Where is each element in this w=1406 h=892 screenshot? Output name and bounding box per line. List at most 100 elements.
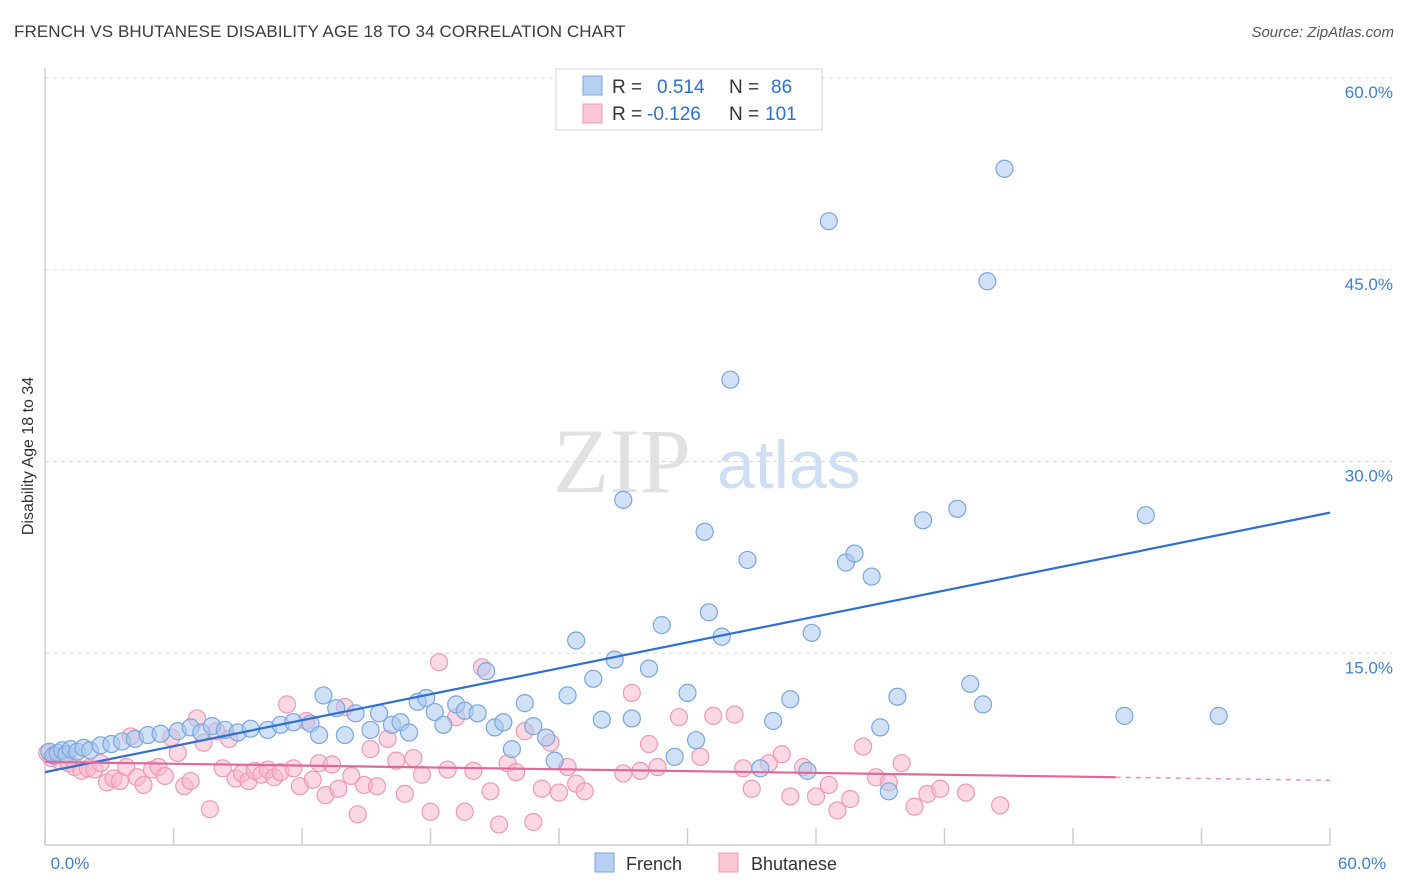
french-point	[502, 740, 521, 759]
french-point	[764, 711, 783, 731]
x-tick-label-max: 60.0%	[1338, 854, 1386, 873]
bhutanese-point	[367, 777, 387, 796]
french-point	[888, 687, 907, 706]
bhutanese-point	[575, 782, 594, 801]
y-axis-title: Disability Age 18 to 34	[20, 377, 37, 535]
bhutanese-point	[622, 683, 641, 702]
french-point	[545, 751, 564, 770]
french-point	[314, 686, 333, 705]
french-point	[978, 272, 997, 291]
bhutanese-point	[742, 779, 761, 798]
french-point	[399, 723, 419, 742]
bhutanese-legend-swatch	[582, 103, 603, 124]
french-point	[819, 212, 838, 231]
french-point	[751, 759, 770, 778]
bhutanese-point	[361, 740, 380, 759]
french-point	[310, 725, 329, 745]
y-tick-labels: 15.0% 30.0% 45.0% 60.0%	[1345, 83, 1393, 677]
bhutanese-point	[277, 695, 297, 714]
bhutanese-point	[507, 763, 526, 782]
french-point	[335, 725, 354, 745]
bhutanese-point	[155, 766, 175, 786]
french-point	[699, 603, 719, 622]
bhutanese-point	[691, 747, 710, 766]
bhutanese-point	[455, 802, 474, 821]
french-point	[913, 511, 933, 530]
french-point	[802, 623, 821, 642]
bhutanese-point	[704, 706, 723, 725]
french-point	[468, 704, 487, 723]
bhutanese-point	[329, 779, 348, 798]
french-point	[845, 544, 864, 563]
french-point	[515, 694, 534, 713]
bhutanese-point	[342, 766, 361, 786]
bhutanese-point	[725, 705, 744, 724]
french-point	[425, 702, 444, 722]
y-tick-label: 30.0%	[1345, 467, 1393, 486]
french-legend-swatch	[582, 75, 603, 96]
bhutanese-point	[421, 802, 440, 821]
bhutanese-point	[841, 789, 860, 809]
french-point	[1136, 506, 1155, 525]
bhutanese-point	[322, 755, 342, 774]
french-point	[361, 720, 380, 740]
y-tick-label: 45.0%	[1345, 275, 1393, 294]
bhutanese-r-value: -0.126	[647, 104, 701, 125]
french-point	[151, 724, 170, 743]
french-point	[995, 159, 1014, 178]
bhutanese-point	[429, 653, 449, 672]
bhutanese-point	[284, 759, 303, 778]
french-point	[695, 522, 714, 541]
bhutanese-point	[412, 765, 432, 784]
french-point	[494, 713, 513, 732]
french-point	[524, 717, 543, 736]
stats-legend: R = 0.514 N = 86 R = -0.126 N = 101	[555, 68, 823, 131]
french-point	[592, 710, 611, 729]
bhutanese-point	[931, 779, 950, 798]
bhutanese-point	[772, 745, 791, 764]
bhutanese-point	[524, 812, 543, 832]
trend-lines	[44, 511, 1331, 782]
bhutanese-point	[348, 805, 367, 824]
bhutanese-point	[438, 760, 457, 779]
bhutanese-n-label: N =	[729, 104, 759, 125]
french-r-value: 0.514	[657, 77, 705, 98]
chart-title: FRENCH VS BHUTANESE DISABILITY AGE 18 TO…	[14, 22, 626, 41]
bhutanese-point	[854, 737, 873, 756]
french-point	[477, 662, 496, 681]
french-point	[781, 690, 800, 709]
french-point	[738, 550, 757, 570]
bhutanese-point	[181, 771, 200, 791]
source-label: Source: ZipAtlas.com	[1251, 24, 1394, 41]
french-n-label: N =	[729, 77, 759, 98]
bhutanese-bottom-swatch	[718, 852, 739, 873]
french-point	[558, 686, 577, 705]
french-point	[434, 715, 453, 734]
gridlines	[45, 77, 1392, 654]
bhutanese-trend-line	[44, 760, 1116, 779]
y-tick-label: 15.0%	[1345, 658, 1393, 677]
french-point	[567, 631, 586, 650]
french-legend-label: French	[626, 854, 682, 874]
y-tick-label: 60.0%	[1345, 83, 1393, 102]
french-trend-line	[44, 511, 1331, 774]
french-point	[1209, 706, 1228, 725]
bhutanese-point	[464, 761, 483, 780]
french-point	[537, 728, 556, 747]
french-point	[614, 490, 633, 509]
bhutanese-point	[303, 770, 322, 789]
bhutanese-point	[134, 775, 153, 795]
bhutanese-point	[734, 759, 753, 778]
french-point	[879, 782, 898, 801]
french-r-label: R =	[612, 77, 642, 98]
french-point	[639, 659, 659, 678]
bhutanese-point	[669, 708, 689, 727]
french-point	[652, 616, 671, 635]
bhutanese-point	[614, 764, 633, 783]
french-point	[665, 747, 684, 766]
bhutanese-point	[648, 757, 667, 777]
bhutanese-point	[956, 783, 976, 802]
bhutanese-point	[489, 815, 509, 834]
x-axis-ticks	[44, 828, 1331, 845]
